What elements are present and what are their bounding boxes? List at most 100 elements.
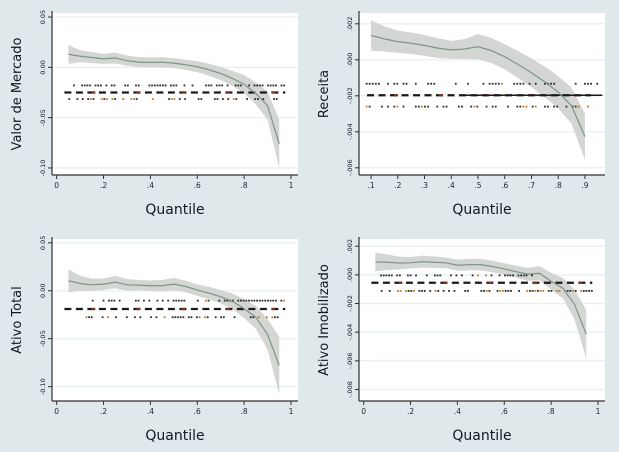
ci-dot (137, 84, 140, 87)
quantile-line (370, 34, 586, 137)
ci-dot (155, 316, 158, 319)
ci-dot (100, 98, 103, 100)
ci-dot (216, 98, 219, 100)
ci-dot (534, 82, 537, 85)
ci-dot (221, 84, 224, 87)
ci-dot (531, 289, 534, 292)
ci-dot (252, 316, 255, 319)
ci-dot (246, 98, 249, 100)
ci-dot (114, 98, 117, 100)
ci-dot (151, 98, 154, 100)
ci-dot (558, 289, 561, 292)
x-axis-label: Quantile (452, 428, 511, 444)
ci-dot (471, 274, 474, 277)
x-tick-label: 0 (54, 181, 59, 190)
x-tick-label: .6 (501, 181, 508, 190)
ci-dot (81, 84, 83, 87)
x-tick-label: .1 (367, 181, 374, 190)
ci-dot (204, 316, 206, 319)
ci-dot (490, 274, 493, 277)
ci-dot (427, 82, 429, 85)
ci-dot (405, 82, 408, 85)
ci-dot (89, 84, 92, 87)
ci-dot (261, 84, 264, 87)
ci-dot (530, 274, 533, 277)
ci-dot (587, 82, 589, 85)
ci-dot (242, 299, 245, 302)
ci-dot (275, 98, 278, 100)
ci-dot (135, 98, 138, 100)
ci-dot (371, 82, 374, 85)
ci-dot (175, 299, 178, 302)
ci-dot (111, 98, 114, 100)
ci-dot (368, 105, 371, 108)
ci-dot (544, 105, 546, 108)
ci-dot (498, 274, 501, 277)
ci-dot (544, 82, 546, 85)
ci-dot (110, 299, 113, 302)
ci-dot (150, 316, 152, 319)
ci-dot (254, 98, 257, 100)
ci-dot (88, 316, 90, 319)
x-tick-label: 0 (54, 407, 59, 416)
x-tick-label: .6 (194, 181, 201, 190)
ci-dot (178, 299, 180, 302)
ci-dot (402, 105, 405, 108)
ci-dot (414, 82, 417, 85)
ci-dot (187, 316, 190, 319)
y-tick-label: -.004 (346, 123, 354, 140)
ci-dot (197, 98, 200, 100)
y-tick-label: -0.10 (39, 160, 47, 177)
x-tick-label: .4 (454, 407, 461, 416)
ci-dot (464, 289, 467, 292)
x-axis-label: Quantile (452, 202, 511, 218)
ci-dot (137, 299, 140, 302)
ci-dot (76, 98, 79, 100)
ci-dot (577, 105, 580, 108)
ci-dot (253, 299, 256, 302)
ci-dot (476, 105, 479, 108)
ci-dot (178, 98, 181, 100)
ci-dot (184, 98, 187, 100)
ci-dot (427, 105, 429, 108)
ci-dot (434, 289, 437, 292)
confidence-band (375, 252, 587, 359)
ci-dot (413, 289, 415, 292)
ci-dot (168, 98, 170, 100)
y-tick-label: -.008 (346, 381, 354, 398)
ci-dot (477, 274, 479, 277)
ci-dot (269, 84, 272, 87)
ci-dot (500, 82, 503, 85)
ci-dot (482, 82, 485, 85)
ci-dot (256, 84, 259, 87)
ci-dot (266, 316, 268, 319)
ci-dot (125, 316, 128, 319)
ci-dot (190, 316, 193, 319)
ci-dot (191, 84, 194, 87)
ci-dot (569, 289, 572, 292)
ci-dot (380, 289, 383, 292)
ci-dot (398, 274, 401, 277)
ci-dot (414, 105, 417, 108)
ci-dot (553, 105, 556, 108)
ci-dot-row (91, 299, 285, 302)
ci-dot (388, 274, 390, 277)
ci-dot (512, 274, 514, 277)
ci-dot (161, 84, 164, 87)
ci-dot (507, 105, 509, 108)
ci-dot (248, 84, 251, 87)
ci-dot (491, 82, 494, 85)
ci-dot (504, 274, 506, 277)
ci-dot (430, 82, 433, 85)
ci-dot (448, 289, 450, 292)
ci-dot (439, 274, 442, 277)
ci-dot (124, 84, 127, 87)
ci-dot (235, 98, 238, 100)
ci-dot (436, 274, 439, 277)
ci-dot (273, 98, 275, 100)
y-axis-title: Ativo Total (10, 286, 25, 354)
ci-dot (113, 299, 116, 302)
chart-svg: 0 .2 .4 .6 .8 1 .002 .000 -.002 -.004 -.006 -.008 Qu… (317, 237, 605, 444)
ci-dot (442, 105, 445, 108)
y-tick-label: 0.00 (39, 60, 47, 74)
